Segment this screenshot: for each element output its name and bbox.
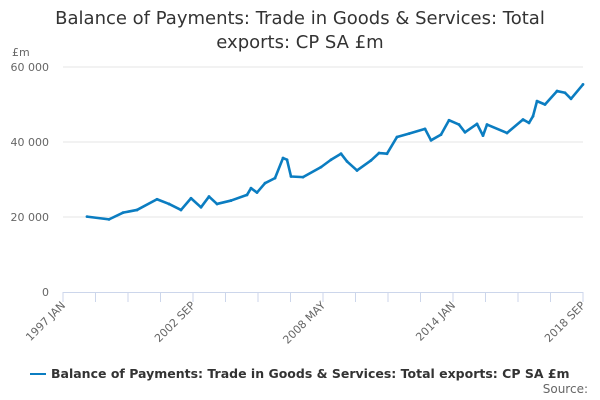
data-point [249,186,253,190]
data-point [245,193,249,197]
data-point [439,133,443,137]
data-point [167,202,171,206]
data-point [535,99,539,103]
data-point [429,138,433,142]
data-point [207,195,211,198]
y-tick-label: 40 000 [11,136,50,149]
data-point [345,160,349,163]
data-point [385,152,389,156]
data-point [155,197,159,201]
data-point [527,121,531,125]
data-point [521,118,525,121]
data-point [319,165,323,169]
data-point [289,175,293,178]
data-point [107,217,111,221]
legend-item[interactable]: Balance of Payments: Trade in Goods & Se… [30,366,570,381]
data-point [215,202,219,206]
data-point [329,158,333,162]
x-tick-label: 2008 MAY [280,299,328,347]
data-point [263,181,267,185]
data-point [229,199,233,202]
data-point [569,97,573,101]
y-axis-label: £m [12,46,30,59]
legend-line-symbol [30,372,46,375]
data-point [505,131,509,135]
data-point [563,91,567,95]
data-point [555,89,559,93]
data-point [531,114,535,118]
data-point [179,208,183,212]
legend-label: Balance of Payments: Trade in Goods & Se… [51,366,570,381]
data-point [281,156,285,160]
x-tick-label: 2002 SEP [152,299,198,345]
data-point [543,103,547,106]
data-point [135,208,139,212]
data-point [199,205,203,209]
data-point [481,134,485,138]
x-tick-label: 2014 JAN [413,299,458,344]
data-point [395,135,399,139]
data-point [255,191,259,194]
data-point [339,152,343,156]
y-tick-label: 0 [42,286,49,299]
data-point [301,175,305,179]
data-point [457,123,461,126]
data-point [377,151,381,155]
data-point [581,83,585,86]
data-point [447,118,451,122]
data-point [121,211,125,215]
data-point [355,169,359,172]
x-tick-label: 1997 JAN [23,299,68,344]
x-tick-label: 2018 SEP [542,299,588,345]
data-point [285,158,289,162]
data-point [475,122,479,126]
data-point [485,123,489,126]
data-point [407,132,411,136]
source-label: Source: [542,382,588,396]
data-point [463,130,467,134]
chart-title: Balance of Payments: Trade in Goods & Se… [55,8,545,53]
y-tick-label: 20 000 [11,211,50,224]
data-point [273,176,277,180]
y-tick-label: 60 000 [11,61,50,74]
data-point [423,127,427,131]
series-line [86,83,584,221]
data-point [189,196,193,200]
data-point [85,215,89,219]
data-point [369,159,373,162]
